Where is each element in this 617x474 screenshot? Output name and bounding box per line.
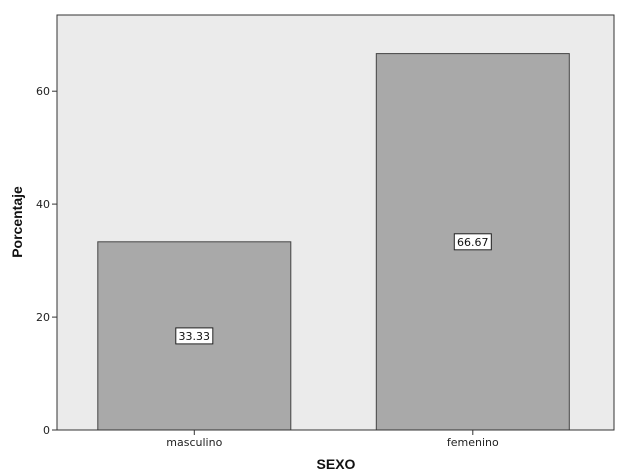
x-axis-title: SEXO	[317, 456, 356, 472]
data-label-box-masculino	[175, 327, 214, 345]
y-tick-label-40: 40	[36, 198, 50, 211]
x-tick-label-femenino: femenino	[447, 436, 499, 449]
data-label-masculino: 33.33	[179, 330, 211, 343]
x-tick-label-masculino: masculino	[166, 436, 222, 449]
y-tick-label-60: 60	[36, 85, 50, 98]
y-tick-label-0: 0	[43, 424, 50, 437]
data-labels-group: 33.33 66.67	[175, 233, 492, 345]
y-axis-ticks: 0 20 40 60	[36, 85, 57, 437]
x-axis-ticks: masculino femenino	[166, 430, 499, 449]
y-axis-title: Porcentaje	[9, 186, 25, 258]
data-label-box-femenino	[453, 233, 492, 251]
data-label-femenino: 66.67	[457, 236, 489, 249]
y-tick-label-20: 20	[36, 311, 50, 324]
